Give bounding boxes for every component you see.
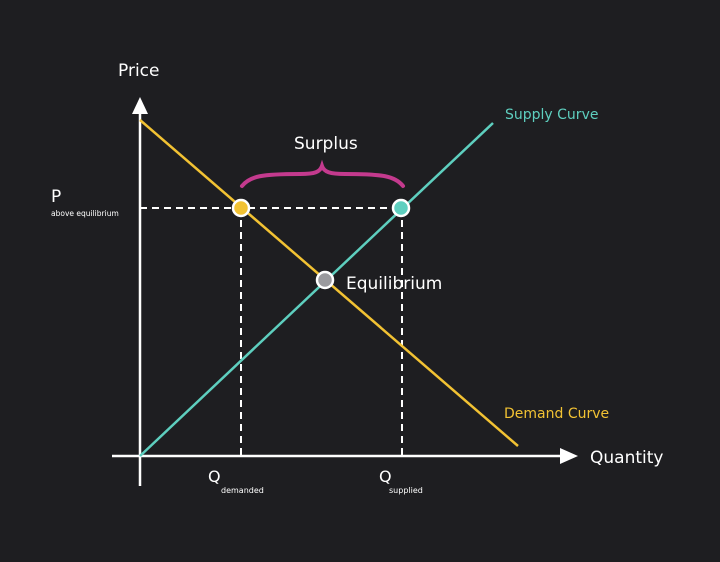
surplus-brace [240, 159, 405, 188]
q-supplied-label: Q [379, 467, 392, 486]
y-axis-label: Price [118, 61, 159, 81]
q-supplied-subscript: supplied [389, 486, 423, 495]
supply-point [391, 198, 411, 218]
x-axis-label: Quantity [590, 448, 663, 468]
demand-point [231, 198, 251, 218]
supply-curve-label: Supply Curve [505, 107, 598, 123]
surplus-label: Surplus [294, 134, 358, 154]
q-demanded-subscript: demanded [221, 486, 264, 495]
price-label: P [51, 187, 61, 207]
x-axis-arrow [560, 448, 578, 464]
q-demanded-label: Q [208, 467, 221, 486]
demand-curve-label: Demand Curve [504, 406, 609, 422]
equilibrium-point [315, 270, 335, 290]
y-axis-arrow [132, 97, 148, 114]
supply-curve [139, 122, 494, 457]
price-label-subscript: above equilibrium [51, 209, 119, 218]
equilibrium-label: Equilibrium [346, 274, 442, 294]
